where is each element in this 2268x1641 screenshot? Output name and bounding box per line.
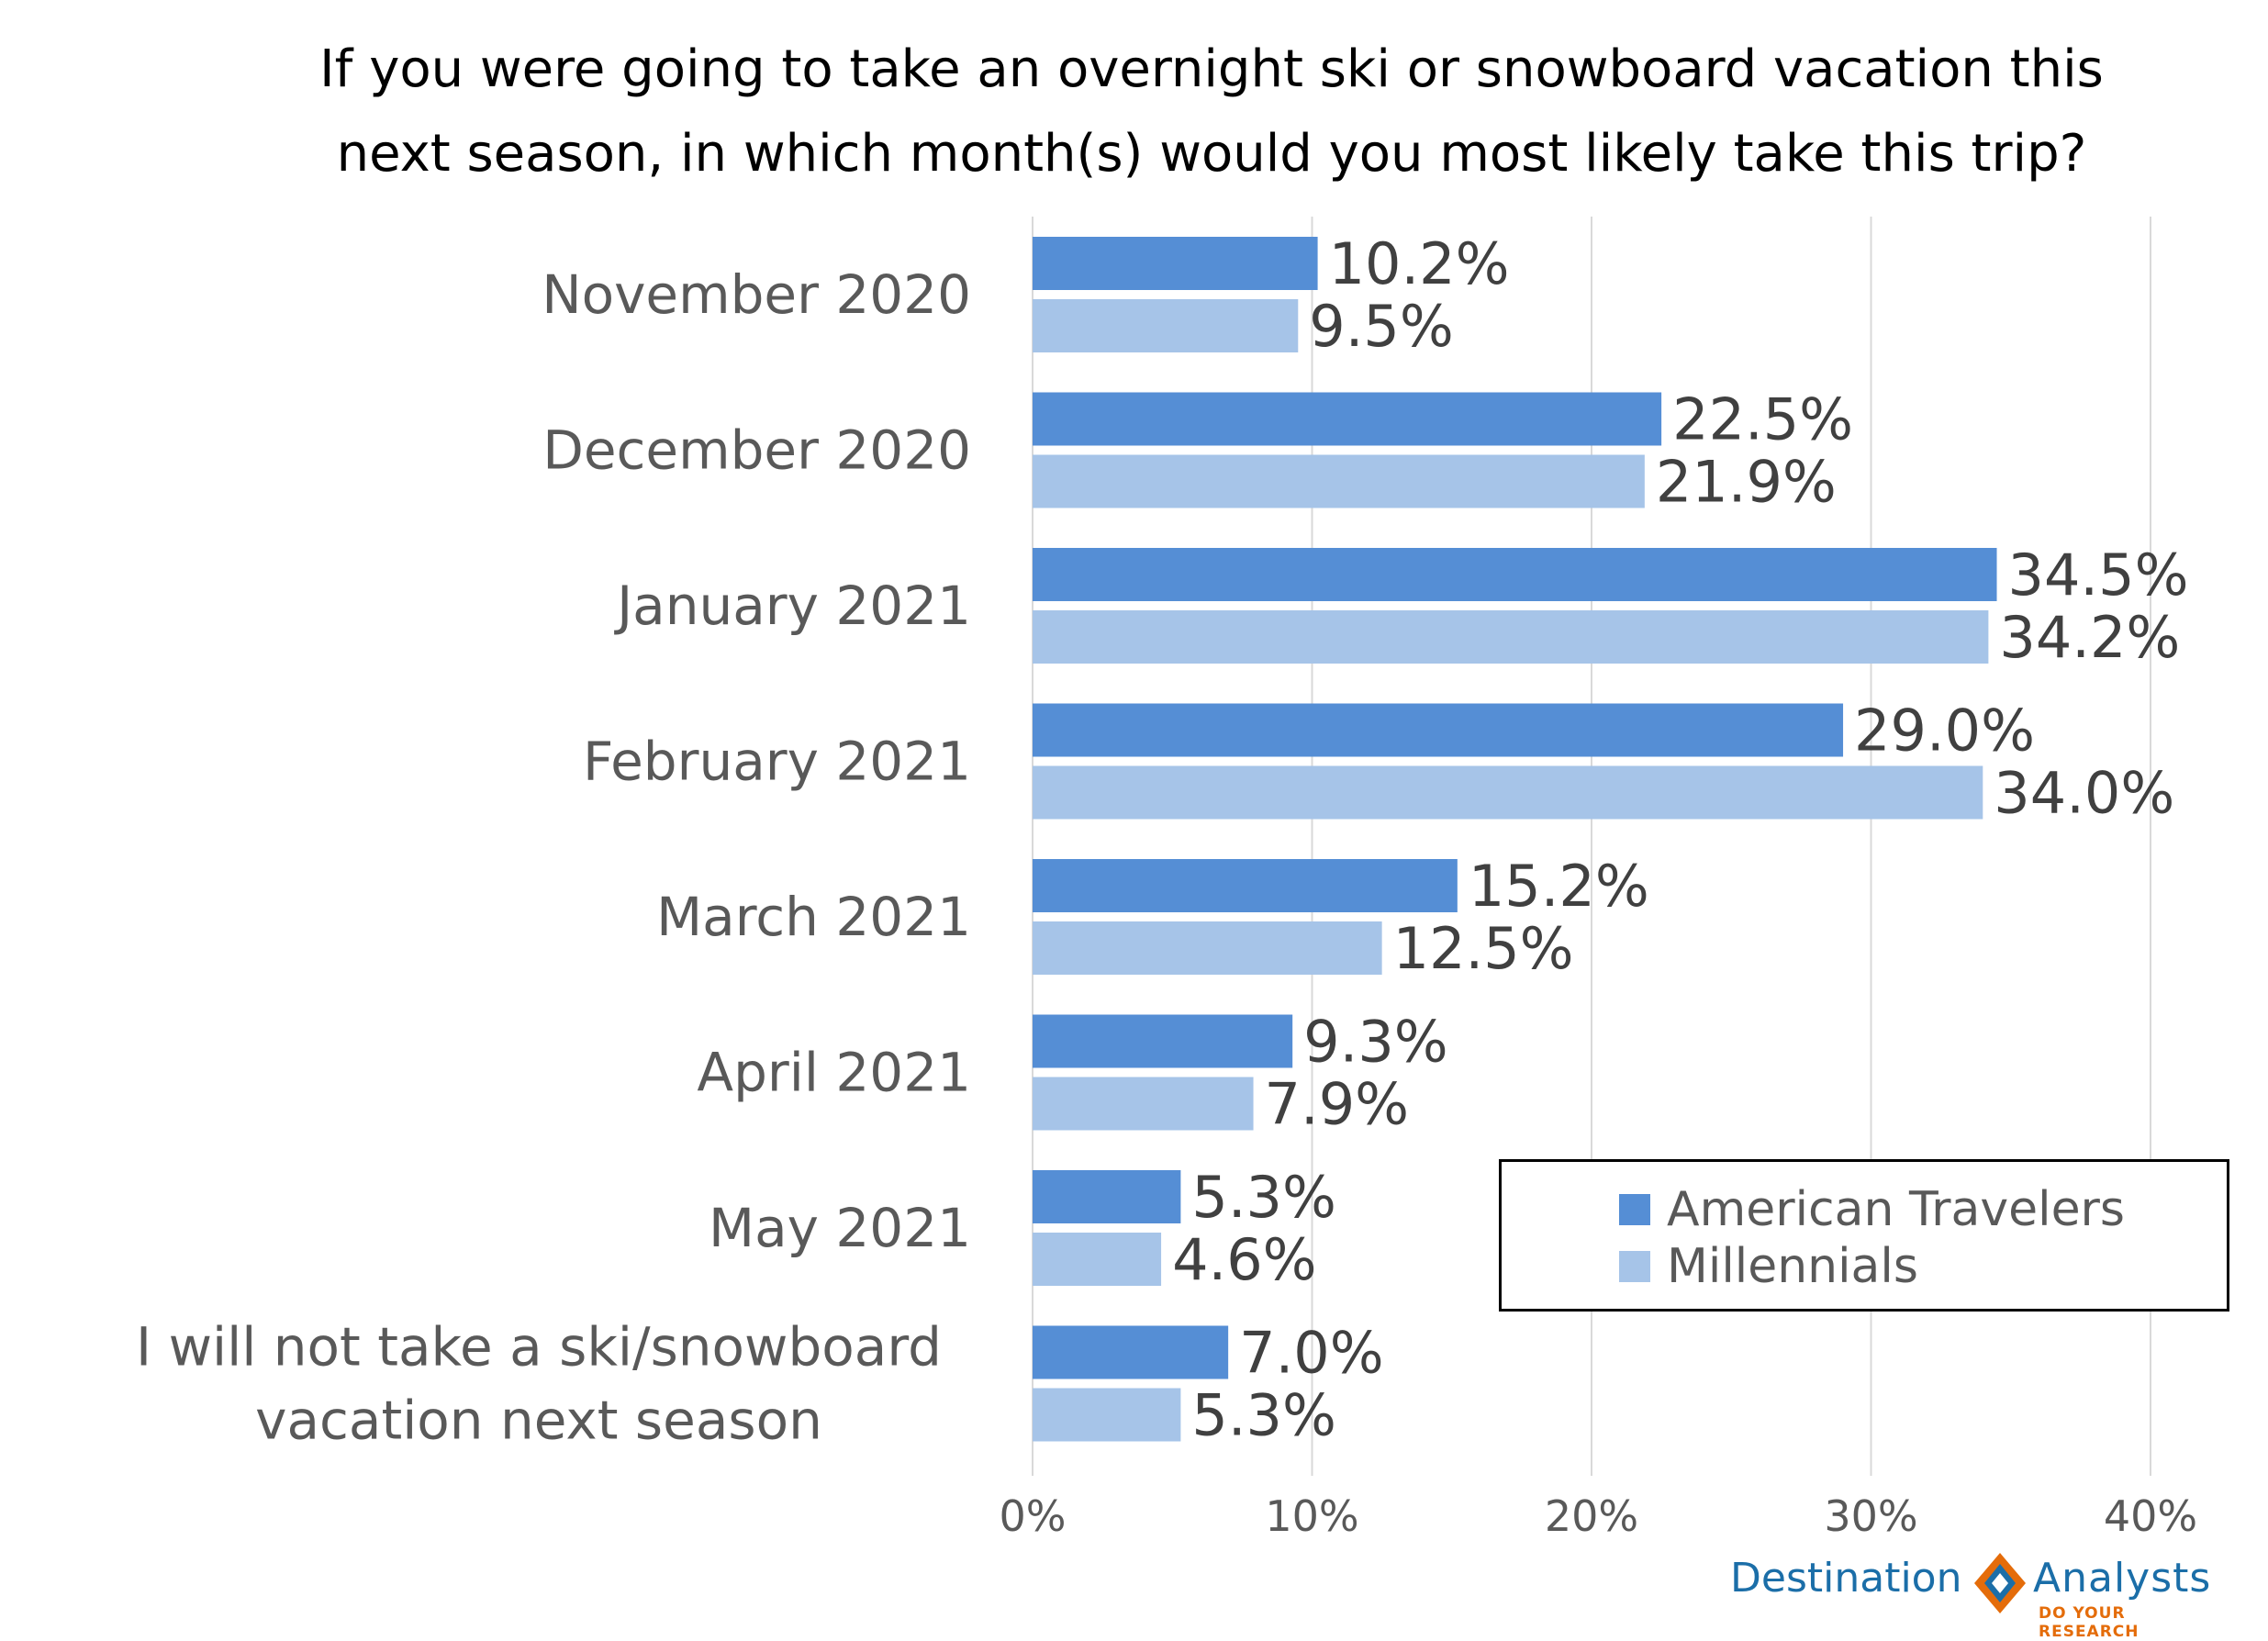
data-label: 21.9%: [1656, 449, 1837, 516]
legend-swatch-american-travelers: [1619, 1194, 1650, 1225]
legend-item-american-travelers: American Travelers: [1619, 1182, 2125, 1237]
destination-analysts-logo: Destination Analysts DO YOUR RESEARCH: [1730, 1551, 2210, 1641]
logo-diamond-icon: [1974, 1553, 2026, 1613]
data-label: 9.3%: [1303, 1009, 1448, 1076]
bar-millennials: [1033, 1388, 1181, 1442]
bar-american-travelers: [1033, 703, 1844, 757]
legend-label-millennials: Millennials: [1667, 1239, 1918, 1294]
category-label: January 2021: [614, 575, 971, 637]
logo-tagline: DO YOUR RESEARCH: [2039, 1604, 2140, 1641]
category-label: vacation next season: [255, 1390, 822, 1452]
data-label: 12.5%: [1393, 915, 1574, 982]
data-label: 29.0%: [1854, 698, 2035, 765]
bar-american-travelers: [1033, 548, 1997, 601]
chart-title-line-2: next season, in which month(s) would you…: [336, 124, 2087, 184]
x-tick-label: 20%: [1545, 1491, 1638, 1541]
bar-millennials: [1033, 1077, 1254, 1131]
legend-label-american-travelers: American Travelers: [1667, 1182, 2126, 1237]
data-label: 15.2%: [1469, 853, 1649, 920]
chart-title-line-1: If you were going to take an overnight s…: [319, 39, 2104, 99]
logo-word-destination: Destination: [1730, 1555, 1962, 1602]
category-label: November 2020: [542, 263, 971, 326]
x-tick-label: 10%: [1265, 1491, 1358, 1541]
data-label: 34.2%: [1999, 604, 2180, 671]
bar-american-travelers: [1033, 859, 1458, 912]
data-label: 22.5%: [1672, 386, 1853, 453]
data-label: 7.0%: [1239, 1320, 1384, 1387]
bar-american-travelers: [1033, 1014, 1293, 1068]
bar-millennials: [1033, 610, 1989, 664]
x-tick-label: 0%: [1000, 1491, 1067, 1541]
chart-title: If you were going to take an overnight s…: [229, 28, 2194, 196]
bar-american-travelers: [1033, 392, 1662, 446]
category-label: April 2021: [697, 1042, 971, 1104]
bar-millennials: [1033, 454, 1645, 508]
data-label: 9.5%: [1309, 293, 1454, 360]
category-label: I will not take a ski/snowboard: [136, 1316, 942, 1379]
bar-american-travelers: [1033, 1325, 1229, 1379]
x-tick-label: 40%: [2104, 1491, 2197, 1541]
bar-american-travelers: [1033, 1170, 1181, 1223]
x-tick-label: 30%: [1824, 1491, 1917, 1541]
data-label: 34.5%: [2008, 541, 2189, 608]
logo-word-analysts: Analysts: [2033, 1555, 2212, 1602]
category-label: March 2021: [656, 886, 971, 948]
data-label: 5.3%: [1191, 1164, 1336, 1231]
data-label: 10.2%: [1329, 230, 1510, 297]
category-label: May 2021: [709, 1197, 971, 1259]
category-label: February 2021: [583, 731, 971, 793]
data-label: 34.0%: [1994, 760, 2174, 827]
data-label: 7.9%: [1265, 1071, 1410, 1138]
bar-american-travelers: [1033, 237, 1318, 290]
legend-item-millennials: Millennials: [1619, 1239, 1918, 1294]
bar-millennials: [1033, 299, 1299, 352]
bar-millennials: [1033, 921, 1382, 975]
bar-millennials: [1033, 1233, 1162, 1286]
chart-legend: American Travelers Millennials: [1499, 1159, 2229, 1312]
category-label: December 2020: [542, 419, 971, 482]
data-label: 4.6%: [1172, 1226, 1317, 1293]
bar-millennials: [1033, 765, 1983, 820]
data-label: 5.3%: [1191, 1382, 1336, 1449]
legend-swatch-millennials: [1619, 1251, 1650, 1282]
